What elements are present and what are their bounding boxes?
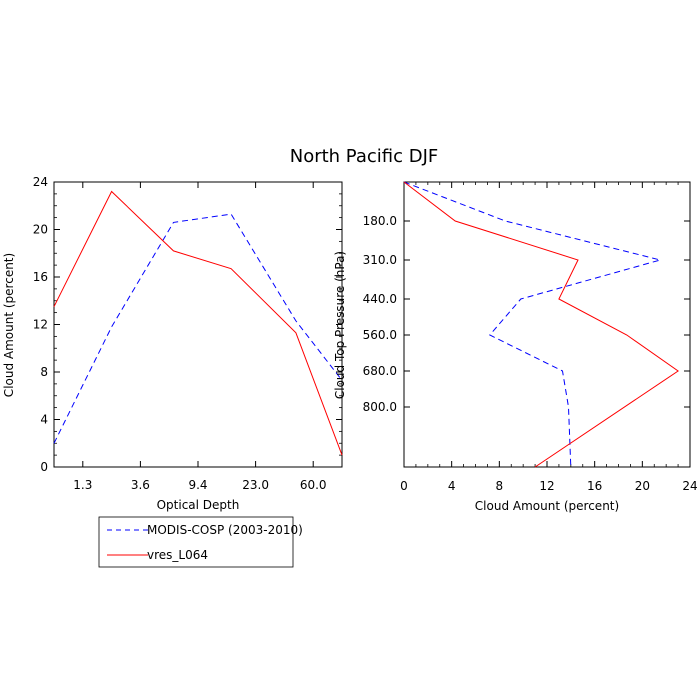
right-x-tick-label: 8 (496, 479, 504, 493)
right-series-vres-l064 (403, 181, 679, 468)
right-y-axis-label: Cloud Top Pressure (hPa) (333, 251, 347, 399)
left-y-tick-label: 16 (33, 270, 48, 284)
left-series-vres-l064 (53, 190, 343, 456)
left-plot-frame (53, 181, 343, 468)
legend-label-modis: MODIS-COSP (2003-2010) (147, 523, 303, 537)
right-x-tick-label: 24 (682, 479, 697, 493)
left-y-tick-label: 8 (40, 365, 48, 379)
left-x-tick-label: 23.0 (242, 478, 269, 492)
right-x-tick-label: 4 (448, 479, 456, 493)
right-x-tick-label: 20 (635, 479, 650, 493)
right-x-axis-label: Cloud Amount (percent) (475, 499, 619, 513)
left-x-axis-label: Optical Depth (157, 498, 240, 512)
left-x-tick-label: 60.0 (300, 478, 327, 492)
left-series-modis-cosp-2003-2010 (53, 213, 343, 444)
left-ticks: 0 4 8 12 16 20 24 1.3 3.6 9.4 23.0 60.0 (33, 175, 342, 492)
left-y-tick-label: 4 (40, 413, 48, 427)
left-y-tick-label: 20 (33, 223, 48, 237)
right-y-tick-label: 310.0 (363, 253, 397, 267)
right-x-tick-label: 12 (539, 479, 554, 493)
right-lines (403, 181, 679, 468)
legend: MODIS-COSP (2003-2010) vres_L064 (98, 516, 303, 568)
left-plot: 0 4 8 12 16 20 24 1.3 3.6 9.4 23.0 60.0 Optical Dep… (2, 175, 343, 512)
right-x-tick-label: 16 (587, 479, 602, 493)
right-y-tick-label: 680.0 (363, 364, 397, 378)
right-y-tick-label: 560.0 (363, 328, 397, 342)
left-x-tick-label: 1.3 (73, 478, 92, 492)
right-plot-frame (403, 181, 691, 468)
left-y-axis-label: Cloud Amount (percent) (2, 253, 16, 397)
left-y-tick-label: 24 (33, 175, 48, 189)
left-x-tick-label: 3.6 (131, 478, 150, 492)
legend-label-vres: vres_L064 (147, 548, 208, 562)
right-x-tick-label: 0 (400, 479, 408, 493)
right-y-tick-label: 180.0 (363, 214, 397, 228)
right-y-tick-label: 440.0 (363, 292, 397, 306)
left-lines (53, 190, 343, 456)
right-y-tick-label: 800.0 (363, 400, 397, 414)
left-y-tick-label: 0 (40, 460, 48, 474)
legend-box (98, 516, 294, 568)
right-series-modis-cosp-2003-2010 (403, 181, 663, 468)
left-x-tick-label: 9.4 (188, 478, 207, 492)
right-plot: 0 4 8 12 16 20 24 180.0 310.0 440.0 560.0 680.0 800.… (333, 181, 698, 513)
right-ticks: 0 4 8 12 16 20 24 180.0 310.0 440.0 560.0 680.0 800.… (363, 182, 698, 493)
chart-title: North Pacific DJF (290, 146, 439, 167)
left-y-tick-label: 12 (33, 318, 48, 332)
